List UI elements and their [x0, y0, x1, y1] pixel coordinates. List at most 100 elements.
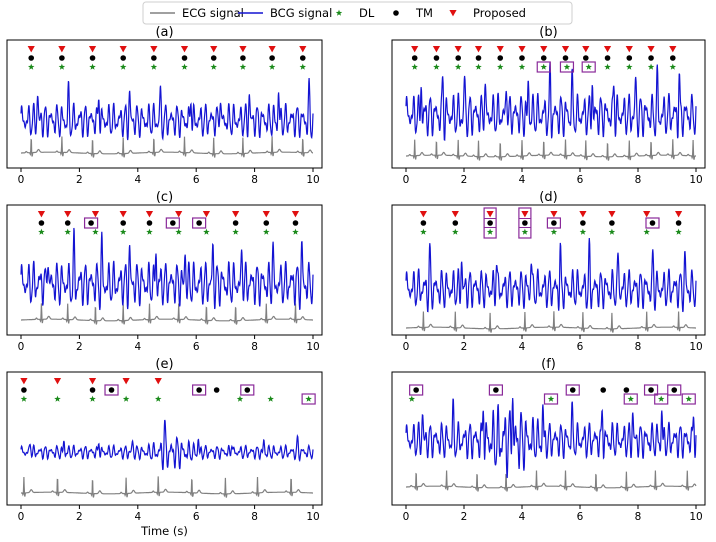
x-tick-label: 4: [519, 511, 526, 523]
dl-marker: [579, 228, 587, 235]
dl-marker: [89, 63, 96, 70]
proposed-marker: [268, 46, 276, 53]
dl-marker: [292, 228, 299, 235]
dl-marker: [585, 63, 592, 70]
proposed-marker: [262, 211, 270, 218]
dl-marker: [411, 63, 418, 70]
ecg-signal-line: [406, 139, 696, 161]
tm-marker: [181, 55, 188, 61]
proposed-marker: [579, 211, 587, 218]
bcg-signal-line: [20, 419, 314, 471]
dl-marker: [433, 63, 440, 70]
bcg-signal-line: [405, 237, 697, 313]
bcg-signal-line: [20, 227, 314, 311]
x-tick-label: 10: [689, 174, 702, 186]
proposed-marker: [291, 211, 300, 218]
x-tick-label: 8: [635, 341, 642, 353]
dl-marker: [210, 63, 217, 70]
proposed-marker: [175, 211, 183, 218]
proposed-marker: [20, 378, 28, 385]
tm-marker: [540, 55, 547, 61]
tm-marker: [670, 55, 676, 61]
proposed-marker: [119, 211, 127, 218]
x-tick-label: 0: [403, 174, 410, 186]
dl-marker: [155, 395, 162, 402]
tm-marker: [299, 55, 306, 61]
dl-marker: [122, 395, 130, 402]
dl-marker: [92, 228, 99, 235]
x-tick-label: 0: [403, 511, 410, 523]
tm-marker: [433, 55, 440, 61]
x-tick-label: 6: [193, 174, 200, 186]
dl-marker: [452, 228, 459, 235]
proposed-marker: [643, 211, 651, 218]
dl-marker: [268, 63, 276, 70]
dl-marker: [232, 228, 239, 235]
proposed-marker: [180, 46, 189, 53]
ecg-signal-line: [21, 136, 314, 158]
tm-marker: [170, 220, 176, 226]
error-highlight-box: [483, 207, 497, 239]
dl-marker: [540, 63, 547, 70]
dl-marker: [146, 228, 153, 235]
dl-marker: [236, 395, 244, 402]
proposed-marker: [202, 211, 211, 218]
ecg-signal-line: [406, 470, 697, 492]
proposed-marker: [239, 46, 247, 53]
error-highlight-box: [643, 384, 659, 396]
x-tick-label: 10: [306, 341, 319, 353]
tm-marker: [120, 55, 126, 61]
tm-marker: [569, 387, 576, 393]
tm-marker: [497, 55, 504, 61]
error-highlight-box: [240, 384, 255, 396]
legend-frame: [142, 1, 573, 25]
dl-marker: [627, 395, 634, 402]
tm-marker: [600, 387, 606, 393]
tm-marker: [671, 387, 678, 393]
tm-marker: [519, 55, 525, 61]
tm-marker: [244, 387, 251, 393]
proposed-marker: [411, 46, 419, 53]
x-tick-label: 10: [306, 511, 319, 523]
x-tick-label: 2: [76, 174, 83, 186]
dl-marker: [643, 228, 650, 235]
panel-frame: [6, 39, 323, 169]
dl-marker: [54, 395, 61, 402]
proposed-marker: [675, 211, 683, 218]
dl-marker: [454, 63, 462, 70]
tm-marker: [648, 55, 654, 61]
tm-marker: [675, 220, 682, 226]
x-tick-label: 8: [251, 341, 258, 353]
x-tick-label: 0: [18, 341, 25, 353]
error-highlight-box: [536, 61, 551, 73]
x-tick-label: 10: [306, 174, 319, 186]
dl-marker: [64, 228, 71, 235]
error-highlight-box: [565, 384, 580, 396]
tm-marker: [89, 387, 96, 393]
dl-marker: [119, 63, 127, 70]
dl-marker: [669, 63, 677, 70]
proposed-marker: [521, 211, 529, 218]
tm-marker: [59, 55, 65, 61]
proposed-marker: [53, 378, 62, 385]
tm-marker: [475, 55, 482, 61]
error-highlight-box: [681, 393, 696, 405]
tm-marker: [240, 55, 246, 61]
tm-marker: [626, 55, 633, 61]
legend-label-0: ECG signal: [182, 6, 244, 20]
tm-marker: [583, 55, 589, 61]
tm-marker: [151, 55, 157, 61]
tm-marker: [210, 55, 217, 61]
dl-marker: [685, 395, 692, 402]
dl-marker: [521, 228, 529, 235]
tm-marker: [522, 220, 528, 226]
dl-marker: [497, 63, 504, 70]
proposed-marker: [454, 46, 462, 53]
tm-marker: [263, 220, 270, 226]
proposed-marker: [27, 46, 35, 53]
dl-marker: [550, 228, 558, 235]
tm-marker: [648, 387, 654, 393]
x-tick-label: 2: [461, 511, 468, 523]
x-tick-label: 6: [577, 511, 584, 523]
tm-marker: [411, 55, 418, 61]
